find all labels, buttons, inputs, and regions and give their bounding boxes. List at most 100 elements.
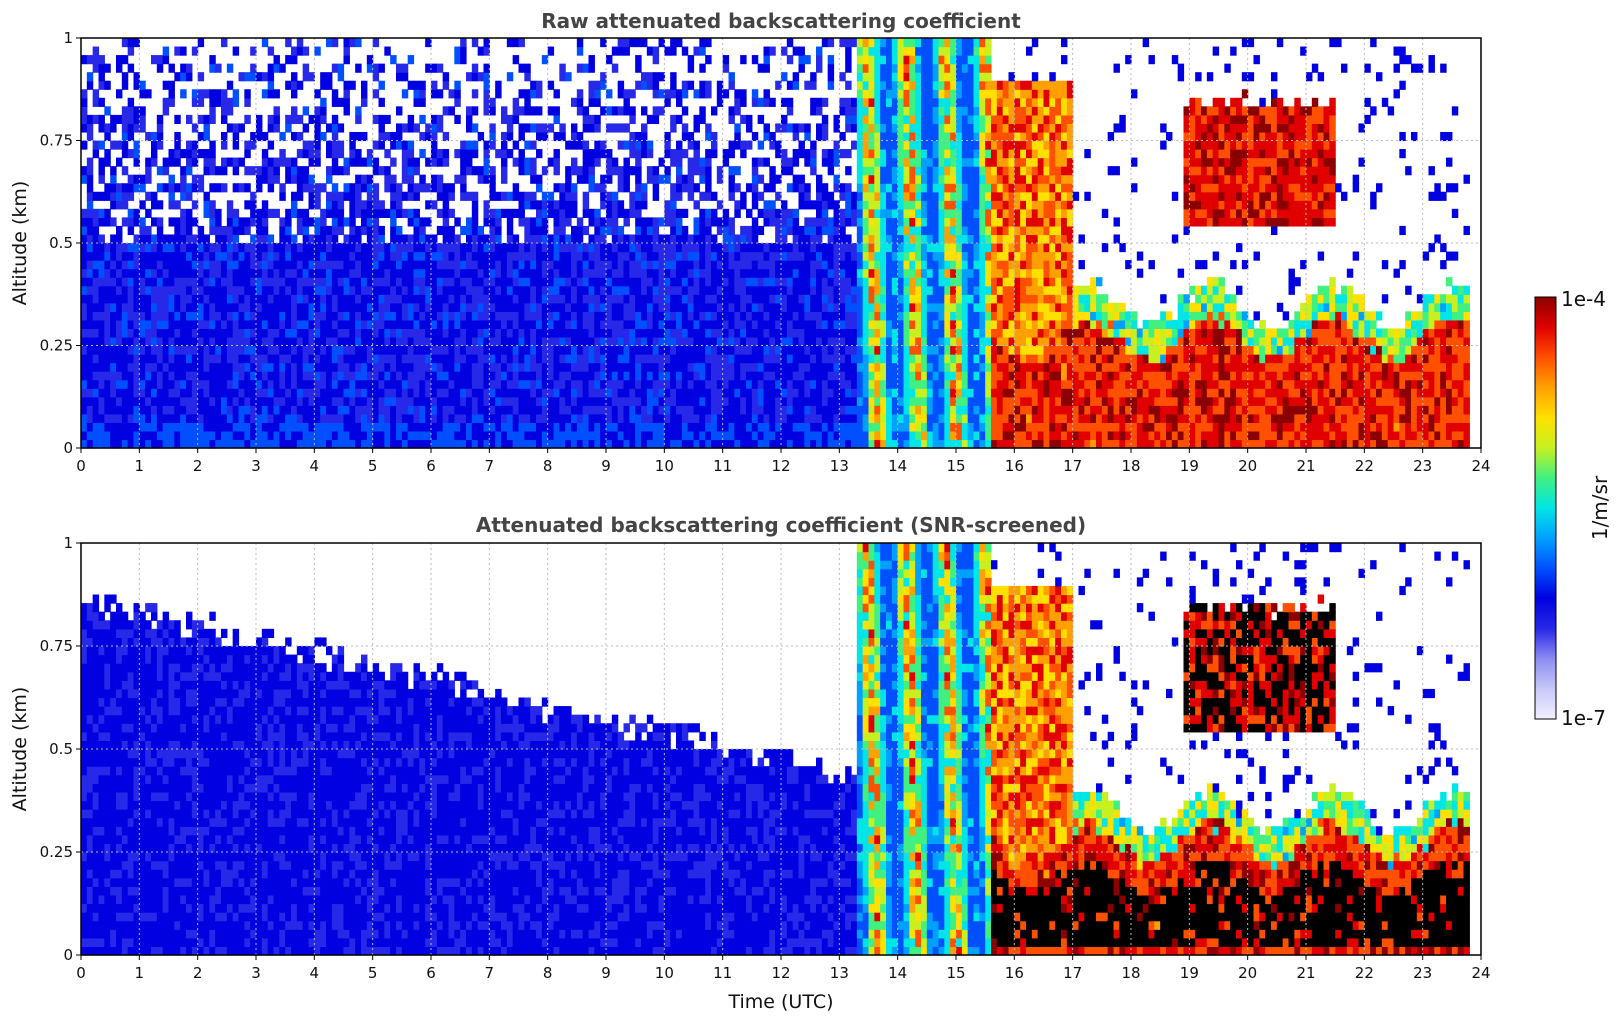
heatmap-cell bbox=[582, 285, 590, 295]
heatmap-cell bbox=[431, 354, 438, 364]
heatmap-cell bbox=[705, 405, 712, 415]
heatmap-cell bbox=[769, 345, 776, 355]
heatmap-cell bbox=[874, 72, 881, 82]
heatmap-cell bbox=[641, 225, 648, 236]
heatmap-cell bbox=[541, 405, 549, 415]
heatmap-cell bbox=[331, 277, 339, 287]
heatmap-cell bbox=[868, 311, 875, 321]
heatmap-cell bbox=[191, 396, 199, 406]
heatmap-cell bbox=[658, 243, 665, 253]
heatmap-cell bbox=[512, 157, 520, 167]
heatmap-cell bbox=[116, 225, 123, 236]
heatmap-cell bbox=[576, 131, 584, 142]
heatmap-cell bbox=[530, 106, 537, 116]
heatmap-cell bbox=[617, 294, 625, 304]
heatmap-cell bbox=[442, 319, 450, 330]
heatmap-cell bbox=[291, 277, 298, 287]
heatmap-cell bbox=[565, 174, 572, 184]
heatmap-cell bbox=[471, 294, 479, 304]
heatmap-cell bbox=[92, 413, 100, 423]
heatmap-cell bbox=[641, 413, 648, 423]
heatmap-cell bbox=[489, 251, 496, 261]
heatmap-cell bbox=[600, 268, 607, 278]
heatmap-cell bbox=[856, 379, 864, 389]
heatmap-cell bbox=[151, 354, 158, 364]
heatmap-cell bbox=[296, 294, 304, 304]
heatmap-cell bbox=[600, 191, 607, 201]
heatmap-cell bbox=[635, 80, 642, 90]
heatmap-cell bbox=[874, 183, 881, 193]
heatmap-cell bbox=[623, 413, 630, 423]
heatmap-cell bbox=[705, 243, 712, 253]
heatmap-cell bbox=[477, 285, 485, 295]
heatmap-cell bbox=[576, 422, 584, 432]
heatmap-cell bbox=[180, 311, 187, 321]
heatmap-cell bbox=[337, 123, 345, 133]
heatmap-cell bbox=[250, 63, 257, 73]
heatmap-cell bbox=[681, 413, 689, 423]
heatmap-cell bbox=[337, 413, 345, 423]
heatmap-cell bbox=[314, 114, 321, 125]
heatmap-cell bbox=[186, 166, 193, 176]
heatmap-cell bbox=[816, 439, 823, 449]
heatmap-cell bbox=[611, 285, 619, 295]
heatmap-cell bbox=[652, 430, 660, 441]
heatmap-cell bbox=[670, 114, 677, 125]
heatmap-cell bbox=[110, 183, 117, 193]
heatmap-cell bbox=[868, 63, 875, 73]
heatmap-cell bbox=[186, 285, 193, 295]
heatmap-cell bbox=[611, 243, 619, 253]
heatmap-cell bbox=[716, 430, 724, 441]
heatmap-cell bbox=[116, 243, 123, 253]
heatmap-cell bbox=[81, 268, 88, 278]
heatmap-cell bbox=[839, 131, 846, 142]
heatmap-cell bbox=[512, 277, 520, 287]
heatmap-cell bbox=[810, 345, 817, 355]
heatmap-cell bbox=[676, 379, 683, 389]
heatmap-cell bbox=[191, 302, 199, 312]
heatmap-cell bbox=[576, 243, 584, 253]
heatmap-cell bbox=[576, 336, 584, 347]
heatmap-cell bbox=[635, 371, 642, 381]
heatmap-cell bbox=[740, 225, 747, 236]
heatmap-cell bbox=[413, 396, 420, 406]
heatmap-cell bbox=[536, 388, 543, 398]
heatmap-cell bbox=[769, 277, 776, 287]
heatmap-cell bbox=[781, 422, 788, 432]
heatmap-cell bbox=[86, 217, 94, 227]
heatmap-cell bbox=[226, 243, 234, 253]
heatmap-cell bbox=[121, 131, 129, 142]
heatmap-cell bbox=[821, 379, 829, 389]
heatmap-cell bbox=[588, 55, 595, 65]
heatmap-cell bbox=[145, 345, 152, 355]
heatmap-cell bbox=[506, 191, 514, 201]
heatmap-cell bbox=[781, 311, 788, 321]
heatmap-cell bbox=[641, 277, 648, 287]
heatmap-cell bbox=[571, 285, 578, 295]
heatmap-cell bbox=[833, 379, 840, 389]
heatmap-cell bbox=[349, 277, 356, 287]
heatmap-cell bbox=[518, 217, 525, 227]
heatmap-cell bbox=[687, 251, 695, 261]
heatmap-cell bbox=[536, 243, 543, 253]
heatmap-cell bbox=[594, 405, 601, 415]
heatmap-cell bbox=[839, 217, 846, 227]
heatmap-cell bbox=[273, 251, 280, 261]
heatmap-cell bbox=[372, 63, 380, 73]
heatmap-cell bbox=[273, 336, 280, 347]
heatmap-cell bbox=[81, 379, 88, 389]
heatmap-cell bbox=[845, 328, 852, 338]
heatmap-cell bbox=[466, 277, 473, 287]
heatmap-cell bbox=[594, 149, 601, 159]
heatmap-cell bbox=[413, 311, 420, 321]
heatmap-cell bbox=[302, 311, 310, 321]
heatmap-cell bbox=[757, 396, 765, 406]
heatmap-cell bbox=[203, 430, 210, 441]
heatmap-cell bbox=[856, 354, 864, 364]
heatmap-cell bbox=[518, 208, 525, 218]
heatmap-cell bbox=[308, 285, 315, 295]
heatmap-cell bbox=[746, 268, 753, 278]
heatmap-cell bbox=[291, 413, 298, 423]
heatmap-cell bbox=[384, 251, 391, 261]
heatmap-cell bbox=[477, 174, 485, 184]
